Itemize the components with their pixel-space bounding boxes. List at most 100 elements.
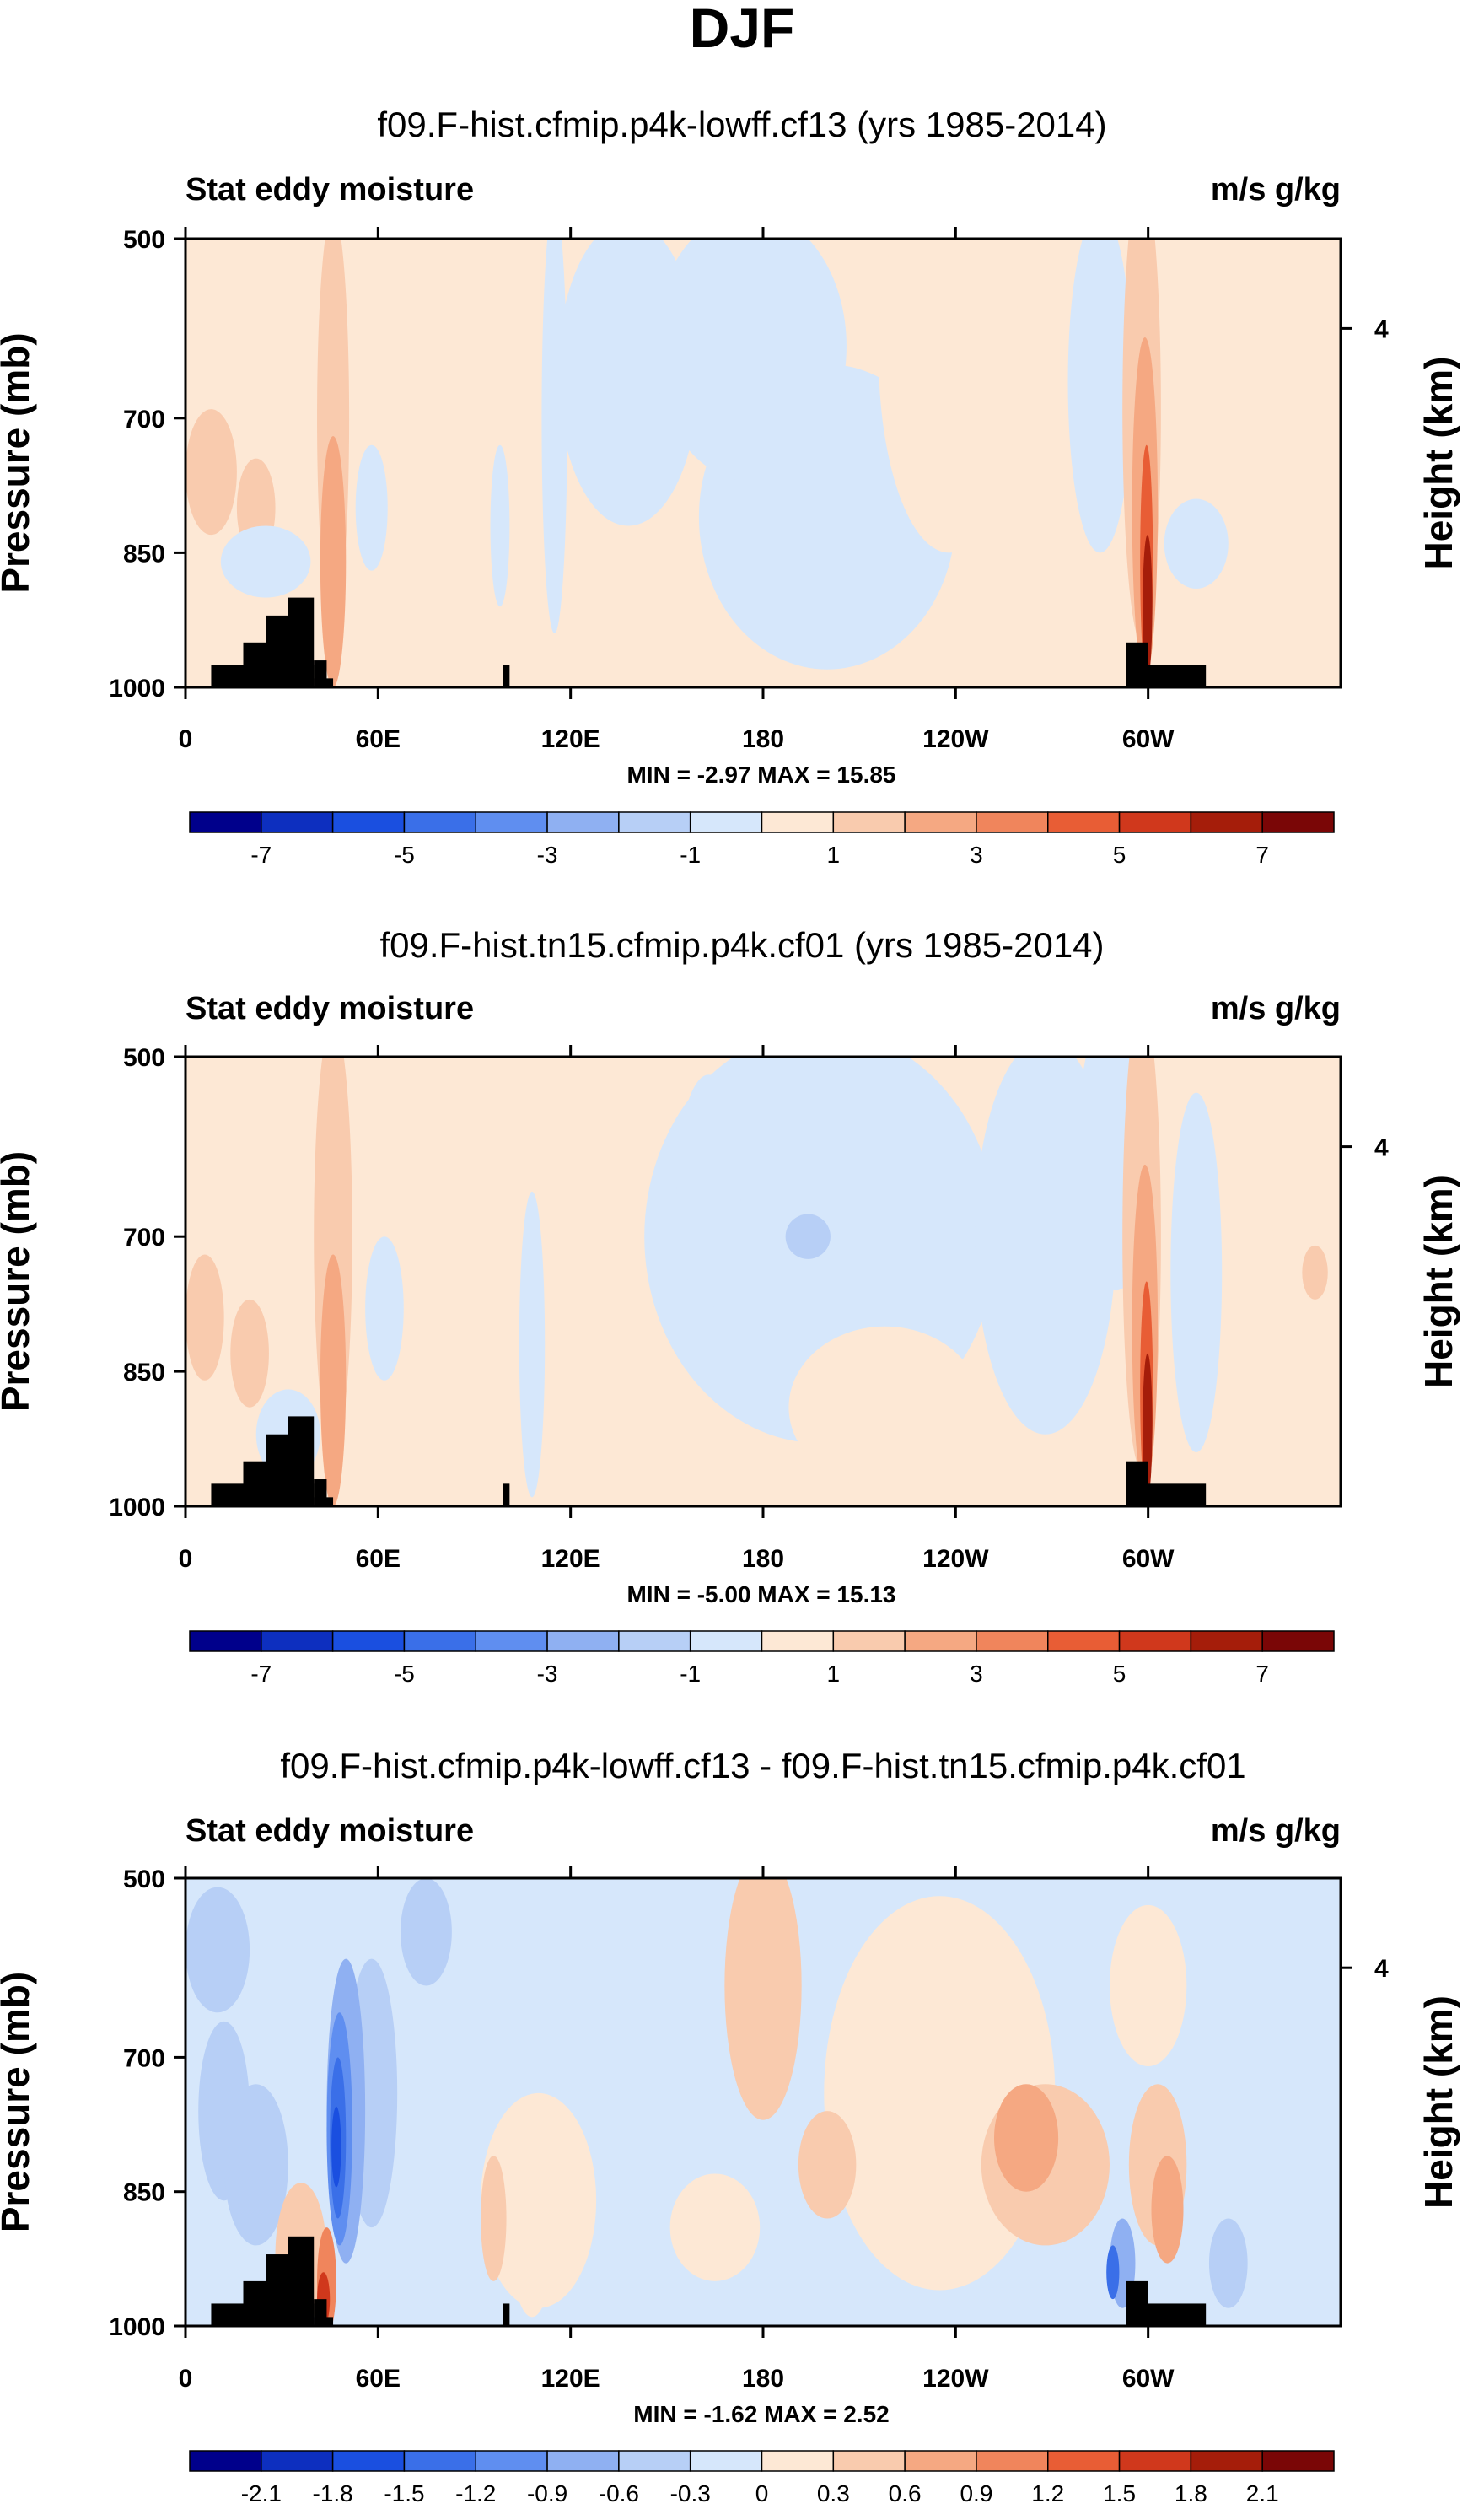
y-axis-title: Pressure (mb)	[0, 332, 37, 593]
contour-region	[223, 2084, 288, 2246]
colorbar-box	[904, 1630, 977, 1652]
y-right-axis-title: Height (km)	[1417, 1995, 1460, 2209]
colorbar-label: 2.1	[1246, 2480, 1279, 2506]
colorbar-label: 5	[1113, 1661, 1126, 1687]
colorbar-box	[403, 811, 476, 833]
colorbar-label: 0.6	[889, 2480, 922, 2506]
main-title: DJF	[690, 0, 795, 59]
contour-region	[519, 1191, 546, 1498]
colorbar-box	[689, 2450, 763, 2472]
topography	[243, 1461, 266, 1506]
field	[186, 239, 1341, 687]
topography	[314, 1497, 334, 1506]
colorbar-label: -7	[250, 842, 272, 868]
contour-region	[669, 2173, 761, 2281]
y-tick-label: 1000	[109, 2313, 165, 2341]
colorbar-box	[1047, 2450, 1121, 2472]
topography	[243, 2280, 266, 2326]
x-tick-label: 60E	[356, 1545, 401, 1573]
contour-region	[1106, 2245, 1120, 2300]
colorbar-box	[1190, 811, 1263, 833]
topography	[314, 678, 334, 687]
colorbar-label: 0.3	[817, 2480, 850, 2506]
contour-region	[994, 2084, 1059, 2192]
colorbar-box	[904, 811, 977, 833]
colorbar-label: 7	[1255, 1661, 1269, 1687]
colorbar-box	[475, 811, 548, 833]
y-tick-label: 700	[123, 1224, 165, 1252]
colorbar-label: 0.9	[960, 2480, 992, 2506]
topography	[266, 2254, 288, 2326]
colorbar-label: 1.2	[1031, 2480, 1064, 2506]
y-tick-label: 500	[123, 1866, 165, 1893]
colorbar-box	[976, 811, 1049, 833]
contour-region	[400, 1878, 452, 1986]
y-right-axis-title: Height (km)	[1417, 357, 1460, 570]
variable-label: Stat eddy moisture	[186, 172, 474, 207]
colorbar-label: 7	[1255, 842, 1269, 868]
contour-region	[641, 543, 693, 652]
contour-region	[355, 444, 388, 571]
contour-region	[798, 2111, 857, 2219]
colorbar-box	[331, 811, 406, 833]
topography	[1126, 642, 1148, 687]
topography	[266, 615, 288, 687]
contour-region	[513, 2191, 551, 2318]
panel-title: f09.F-hist.cfmip.p4k-lowff.cf13 (yrs 198…	[377, 105, 1106, 144]
colorbar-box	[1261, 1630, 1335, 1652]
x-tick-label: 0	[179, 725, 193, 753]
colorbar-box	[475, 1630, 548, 1652]
colorbar-box	[618, 2450, 691, 2472]
y-tick-label: 1000	[109, 675, 165, 703]
x-tick-label: 120W	[922, 1545, 989, 1573]
axes: 500 700 850 1000 4 0 60E 120E 180 120W 60W Pressure…	[0, 1044, 1460, 1573]
x-tick-label: 60E	[356, 725, 401, 753]
x-tick-label: 0	[179, 1545, 193, 1573]
contour-region	[490, 444, 510, 607]
contour-region	[186, 409, 237, 536]
contour-region	[1302, 1245, 1328, 1300]
colorbar: -2.1 -1.8 -1.5 -1.2 -0.9 -0.6 -0.3 0 0.3 0.6 0.9 1.…	[189, 2450, 1335, 2506]
topography	[503, 2303, 510, 2326]
x-tick-label: 60W	[1122, 1545, 1175, 1573]
field	[186, 1878, 1341, 2326]
contour-region	[785, 1214, 831, 1259]
contour-region	[186, 1887, 250, 2013]
x-tick-label: 60W	[1122, 725, 1175, 753]
variable-label: Stat eddy moisture	[186, 991, 474, 1026]
panel-3: f09.F-hist.cfmip.p4k-lowff.cf13 - f09.F-…	[0, 1746, 1460, 2506]
topography	[1126, 1461, 1148, 1506]
colorbar-box	[761, 811, 835, 833]
x-tick-label: 120E	[541, 725, 600, 753]
colorbar-box	[1047, 811, 1121, 833]
y-tick-label: 850	[123, 2179, 165, 2207]
contour-region	[320, 1254, 347, 1506]
colorbar-box	[189, 811, 262, 833]
topography	[503, 1483, 510, 1506]
colorbar-label: 1	[827, 842, 841, 868]
y-tick-label: 850	[123, 1359, 165, 1386]
colorbar-box	[689, 1630, 763, 1652]
colorbar-box	[1261, 2450, 1335, 2472]
axes: 500 700 850 1000 4 0 60E 120E 180 120W 60W Pressure…	[0, 1866, 1460, 2393]
contour-region	[186, 1254, 224, 1381]
panel-title: f09.F-hist.tn15.cfmip.p4k.cf01 (yrs 1985…	[379, 925, 1104, 965]
contour-region	[653, 239, 847, 482]
contour-region	[1164, 498, 1229, 589]
contour-region	[1067, 239, 1132, 553]
contour-region	[1270, 1057, 1322, 1309]
topography	[1148, 665, 1207, 687]
x-tick-label: 120E	[541, 1545, 600, 1573]
contour-region	[481, 2156, 507, 2281]
contour-region	[788, 1326, 981, 1489]
colorbar-label: -3	[537, 842, 558, 868]
contour-region	[320, 436, 347, 687]
colorbar-box	[976, 1630, 1049, 1652]
colorbar-label: -1.5	[384, 2480, 424, 2506]
colorbar-box	[689, 811, 763, 833]
stats-label: MIN = -5.00 MAX = 15.13	[626, 1581, 895, 1607]
topography	[314, 2317, 334, 2326]
colorbar-box	[1118, 1630, 1192, 1652]
contour-region	[1170, 1092, 1223, 1453]
